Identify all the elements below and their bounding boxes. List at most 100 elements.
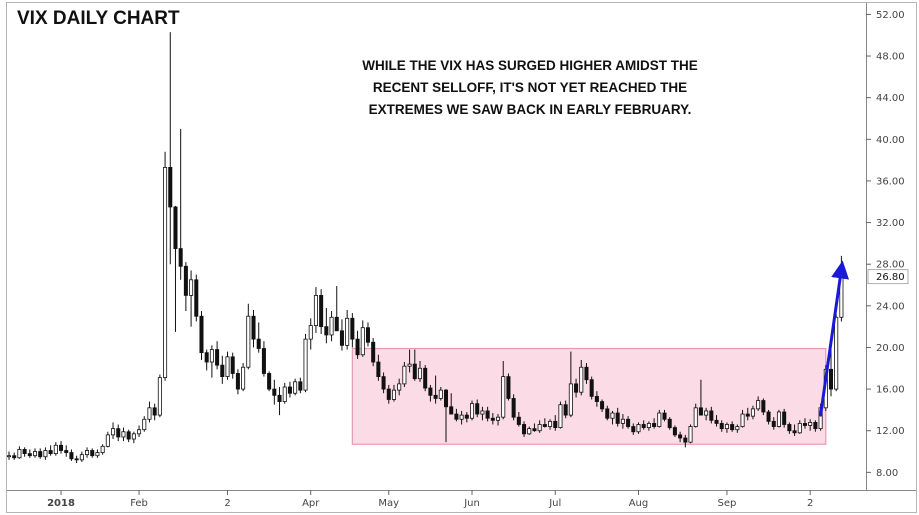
candle-down: [277, 394, 282, 402]
y-tick-label: 20.00: [876, 343, 905, 354]
candle-down: [615, 412, 620, 424]
candle-up: [579, 366, 584, 393]
candle-down: [771, 420, 776, 427]
candle-up: [85, 450, 90, 456]
candle-down: [600, 401, 605, 410]
candle-up: [636, 424, 641, 433]
candle-down: [631, 426, 636, 433]
candle-down: [787, 424, 792, 432]
candle-up: [17, 449, 22, 459]
candle-down: [709, 410, 714, 421]
x-tick-label: Apr: [302, 498, 320, 509]
candle-down: [605, 408, 610, 419]
candle-up: [105, 434, 110, 447]
candle-down: [178, 248, 183, 267]
candle-up: [225, 356, 230, 377]
candle-up: [657, 412, 662, 427]
candle-up: [688, 426, 693, 443]
candle-down: [532, 428, 537, 432]
candle-down: [485, 410, 490, 419]
candle-down: [116, 428, 121, 438]
candle-down: [12, 455, 17, 459]
candle-up: [776, 411, 781, 427]
candle-up: [527, 428, 532, 435]
candle-up: [308, 325, 313, 340]
candle-down: [584, 366, 589, 381]
candle-down: [667, 418, 672, 428]
candle-up: [568, 383, 573, 416]
candle-up: [735, 426, 740, 431]
candle-down: [90, 450, 95, 457]
candle-down: [230, 356, 235, 374]
candle-down: [324, 326, 329, 336]
candle-down: [766, 411, 771, 422]
candle-down: [490, 417, 495, 421]
candle-up: [407, 363, 412, 367]
candle-down: [626, 418, 631, 427]
candle-down: [714, 419, 719, 424]
annotation-line-3: EXTREMES WE SAW BACK IN EARLY FEBRUARY.: [369, 102, 692, 117]
candle-down: [334, 316, 339, 332]
candle-up: [131, 433, 136, 440]
annotation-line-1: WHILE THE VIX HAS SURGED HIGHER AMIDST T…: [362, 58, 698, 73]
candle-up: [53, 444, 58, 455]
candle-up: [724, 424, 729, 430]
x-tick-label: Feb: [130, 498, 148, 509]
x-tick-label: 2018: [47, 498, 75, 509]
candle-down: [641, 424, 646, 428]
candle-down: [199, 315, 204, 354]
candle-down: [563, 404, 568, 416]
current-value-label-bg: [867, 269, 909, 285]
candle-up: [402, 365, 407, 385]
candle-up: [303, 338, 308, 391]
candle-up: [620, 418, 625, 424]
candle-up: [750, 408, 755, 417]
candle-up: [470, 403, 475, 419]
candle-down: [464, 414, 469, 419]
candle-up: [693, 407, 698, 427]
y-tick-label: 36.00: [876, 176, 905, 187]
candle-up: [345, 317, 350, 346]
candle-down: [511, 398, 516, 418]
candle-up: [157, 377, 162, 416]
candle-down: [261, 348, 266, 374]
candle-down: [506, 376, 511, 399]
x-tick-label: Sep: [718, 498, 737, 509]
candle-up: [43, 450, 48, 458]
current-value-marker: 26.80: [867, 269, 909, 285]
candle-up: [548, 420, 553, 427]
x-tick-label: Jun: [463, 498, 480, 509]
y-tick-label: 32.00: [876, 218, 905, 229]
x-tick-label: May: [378, 498, 399, 509]
candle-down: [298, 381, 303, 391]
candle-up: [360, 327, 365, 356]
x-axis-ticks: 2018 Feb 2 Apr May Jun Jul Aug Sep 2: [47, 490, 813, 509]
y-axis-ticks: 52.00 48.00 44.00 40.00 36.00 32.00 28.00 24.00…: [866, 10, 905, 479]
candle-up: [246, 315, 251, 368]
candle-down: [412, 363, 417, 380]
candle-down: [761, 400, 766, 413]
candle-down: [802, 423, 807, 426]
candle-down: [287, 386, 292, 394]
candle-down: [272, 388, 277, 396]
candle-down: [152, 407, 157, 416]
candle-up: [459, 414, 464, 420]
candle-down: [69, 452, 74, 460]
candle-down: [64, 450, 69, 453]
candle-down: [204, 352, 209, 363]
y-tick-label: 40.00: [876, 135, 905, 146]
candle-down: [256, 338, 261, 349]
trend-arrow: [819, 260, 850, 417]
candle-down: [828, 368, 834, 390]
candle-up: [329, 316, 334, 336]
candle-up: [6, 455, 12, 458]
candle-up: [79, 454, 84, 461]
candle-down: [698, 407, 703, 416]
candle-up: [417, 367, 423, 380]
candle-down: [194, 279, 199, 317]
candle-down: [235, 373, 240, 390]
candle-up: [704, 410, 709, 416]
candle-up: [610, 412, 615, 419]
y-tick-label: 16.00: [876, 385, 905, 396]
candle-down: [652, 423, 657, 427]
